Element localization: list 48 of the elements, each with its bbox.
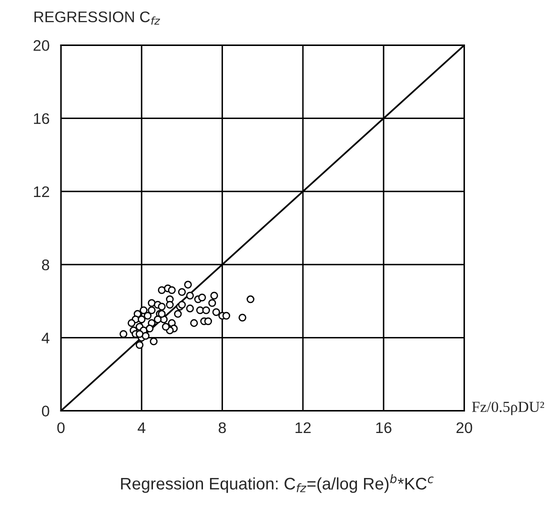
point <box>138 316 146 324</box>
x-tick-label: 16 <box>376 422 392 434</box>
x-tick-label: 8 <box>218 422 226 434</box>
point <box>158 286 166 294</box>
y-tick-label: 0 <box>42 406 50 416</box>
point <box>222 312 230 320</box>
y-tick-label: 20 <box>34 40 50 51</box>
point <box>174 310 182 318</box>
y-tick-label: 4 <box>42 332 50 344</box>
x-tick-label: 4 <box>138 422 146 433</box>
x-tick-label: 12 <box>296 422 311 433</box>
point <box>238 314 246 322</box>
point <box>186 292 194 300</box>
point <box>186 304 194 312</box>
point <box>128 319 136 327</box>
y-tick-label: 8 <box>42 259 50 270</box>
point <box>190 319 198 327</box>
point <box>148 306 156 314</box>
y-tick-label: 12 <box>34 186 50 197</box>
point <box>166 300 174 309</box>
point <box>150 337 158 346</box>
point <box>202 306 210 314</box>
point <box>210 292 218 300</box>
point <box>184 280 192 289</box>
point <box>144 312 152 320</box>
text: Regression Equation: C$_{fz}$=(a/log Re)$^{b}$*KC$^{c}$ <box>121 474 434 493</box>
point <box>204 317 212 326</box>
y-axis-title: REGRESSION C$_{fz}$ <box>34 11 160 25</box>
point <box>162 322 170 331</box>
point <box>142 332 150 340</box>
point <box>198 294 206 302</box>
point <box>146 324 154 332</box>
point <box>120 330 128 338</box>
point <box>158 302 166 310</box>
y-tick-label: 16 <box>34 113 50 124</box>
point <box>136 330 144 338</box>
point <box>168 286 176 294</box>
point <box>212 308 220 316</box>
x-tick-label: 0 <box>57 422 65 434</box>
point <box>208 299 216 307</box>
point <box>178 288 186 296</box>
x-axis-title: Fz/0.5ρDU² <box>472 402 544 416</box>
point <box>140 306 148 314</box>
point <box>246 295 254 304</box>
x-tick-label: 20 <box>456 422 472 434</box>
point <box>136 341 144 349</box>
point <box>148 299 156 307</box>
point <box>154 316 162 324</box>
